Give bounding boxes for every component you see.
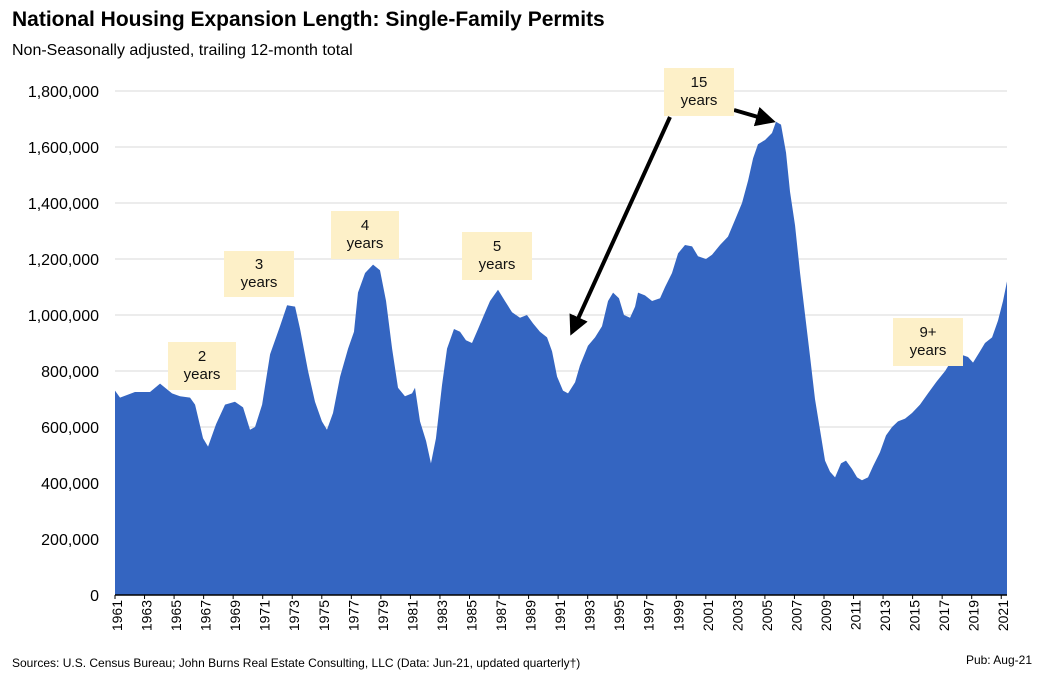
x-tick-label: 2015 — [907, 600, 923, 631]
x-tick-label: 1985 — [463, 600, 479, 631]
x-tick-label: 1979 — [375, 600, 391, 631]
y-tick-label: 1,200,000 — [28, 252, 99, 269]
x-tick-label: 1971 — [257, 600, 273, 631]
annotation: 4 years — [331, 211, 399, 259]
x-tick-label: 1981 — [404, 600, 420, 631]
annotation: 2 years — [168, 342, 236, 390]
x-tick-label: 1997 — [641, 600, 657, 631]
annotation: 3 years — [224, 251, 294, 297]
y-tick-label: 800,000 — [41, 364, 99, 381]
y-tick-label: 1,600,000 — [28, 140, 99, 157]
x-tick-label: 1999 — [670, 600, 686, 631]
annotation: 5 years — [462, 232, 532, 280]
arrow — [569, 116, 672, 336]
x-tick-label: 2001 — [700, 600, 716, 631]
x-tick-label: 1995 — [611, 600, 627, 631]
y-tick-label: 1,000,000 — [28, 308, 99, 325]
y-tick-label: 200,000 — [41, 532, 99, 549]
x-tick-label: 2017 — [936, 600, 952, 631]
x-tick-label: 1965 — [168, 600, 184, 631]
y-tick-label: 400,000 — [41, 476, 99, 493]
x-tick-label: 1983 — [434, 600, 450, 631]
x-tick-label: 2013 — [877, 600, 893, 631]
x-tick-label: 1961 — [109, 600, 125, 631]
x-tick-label: 2005 — [759, 600, 775, 631]
annotation: 9+ years — [893, 318, 963, 366]
x-tick-label: 1987 — [493, 600, 509, 631]
source-note: Sources: U.S. Census Bureau; John Burns … — [12, 656, 580, 670]
chart-subtitle: Non-Seasonally adjusted, trailing 12-mon… — [12, 42, 353, 59]
x-tick-label: 1963 — [139, 600, 155, 631]
x-tick-label: 1975 — [316, 600, 332, 631]
x-tick-label: 2009 — [818, 600, 834, 631]
x-tick-label: 2019 — [966, 600, 982, 631]
x-tick-label: 1989 — [523, 600, 539, 631]
y-tick-label: 0 — [90, 588, 99, 605]
x-tick-label: 2007 — [788, 600, 804, 631]
pub-note: Pub: Aug-21 — [966, 653, 1032, 667]
y-tick-label: 1,800,000 — [28, 84, 99, 101]
arrow — [733, 106, 776, 127]
x-tick-label: 2003 — [729, 600, 745, 631]
y-tick-label: 1,400,000 — [28, 196, 99, 213]
x-tick-label: 1967 — [198, 600, 214, 631]
area — [115, 121, 1007, 596]
x-tick-label: 2011 — [848, 600, 864, 630]
x-tick-label: 1993 — [582, 600, 598, 631]
x-tick-label: 1973 — [286, 600, 302, 631]
x-tick-label: 1991 — [552, 600, 568, 631]
x-tick-label: 1969 — [227, 600, 243, 631]
x-tick-label: 2021 — [995, 600, 1011, 631]
chart-title: National Housing Expansion Length: Singl… — [12, 8, 605, 31]
annotation: 15 years — [664, 68, 734, 116]
x-tick-label: 1977 — [345, 600, 361, 631]
y-tick-label: 600,000 — [41, 420, 99, 437]
